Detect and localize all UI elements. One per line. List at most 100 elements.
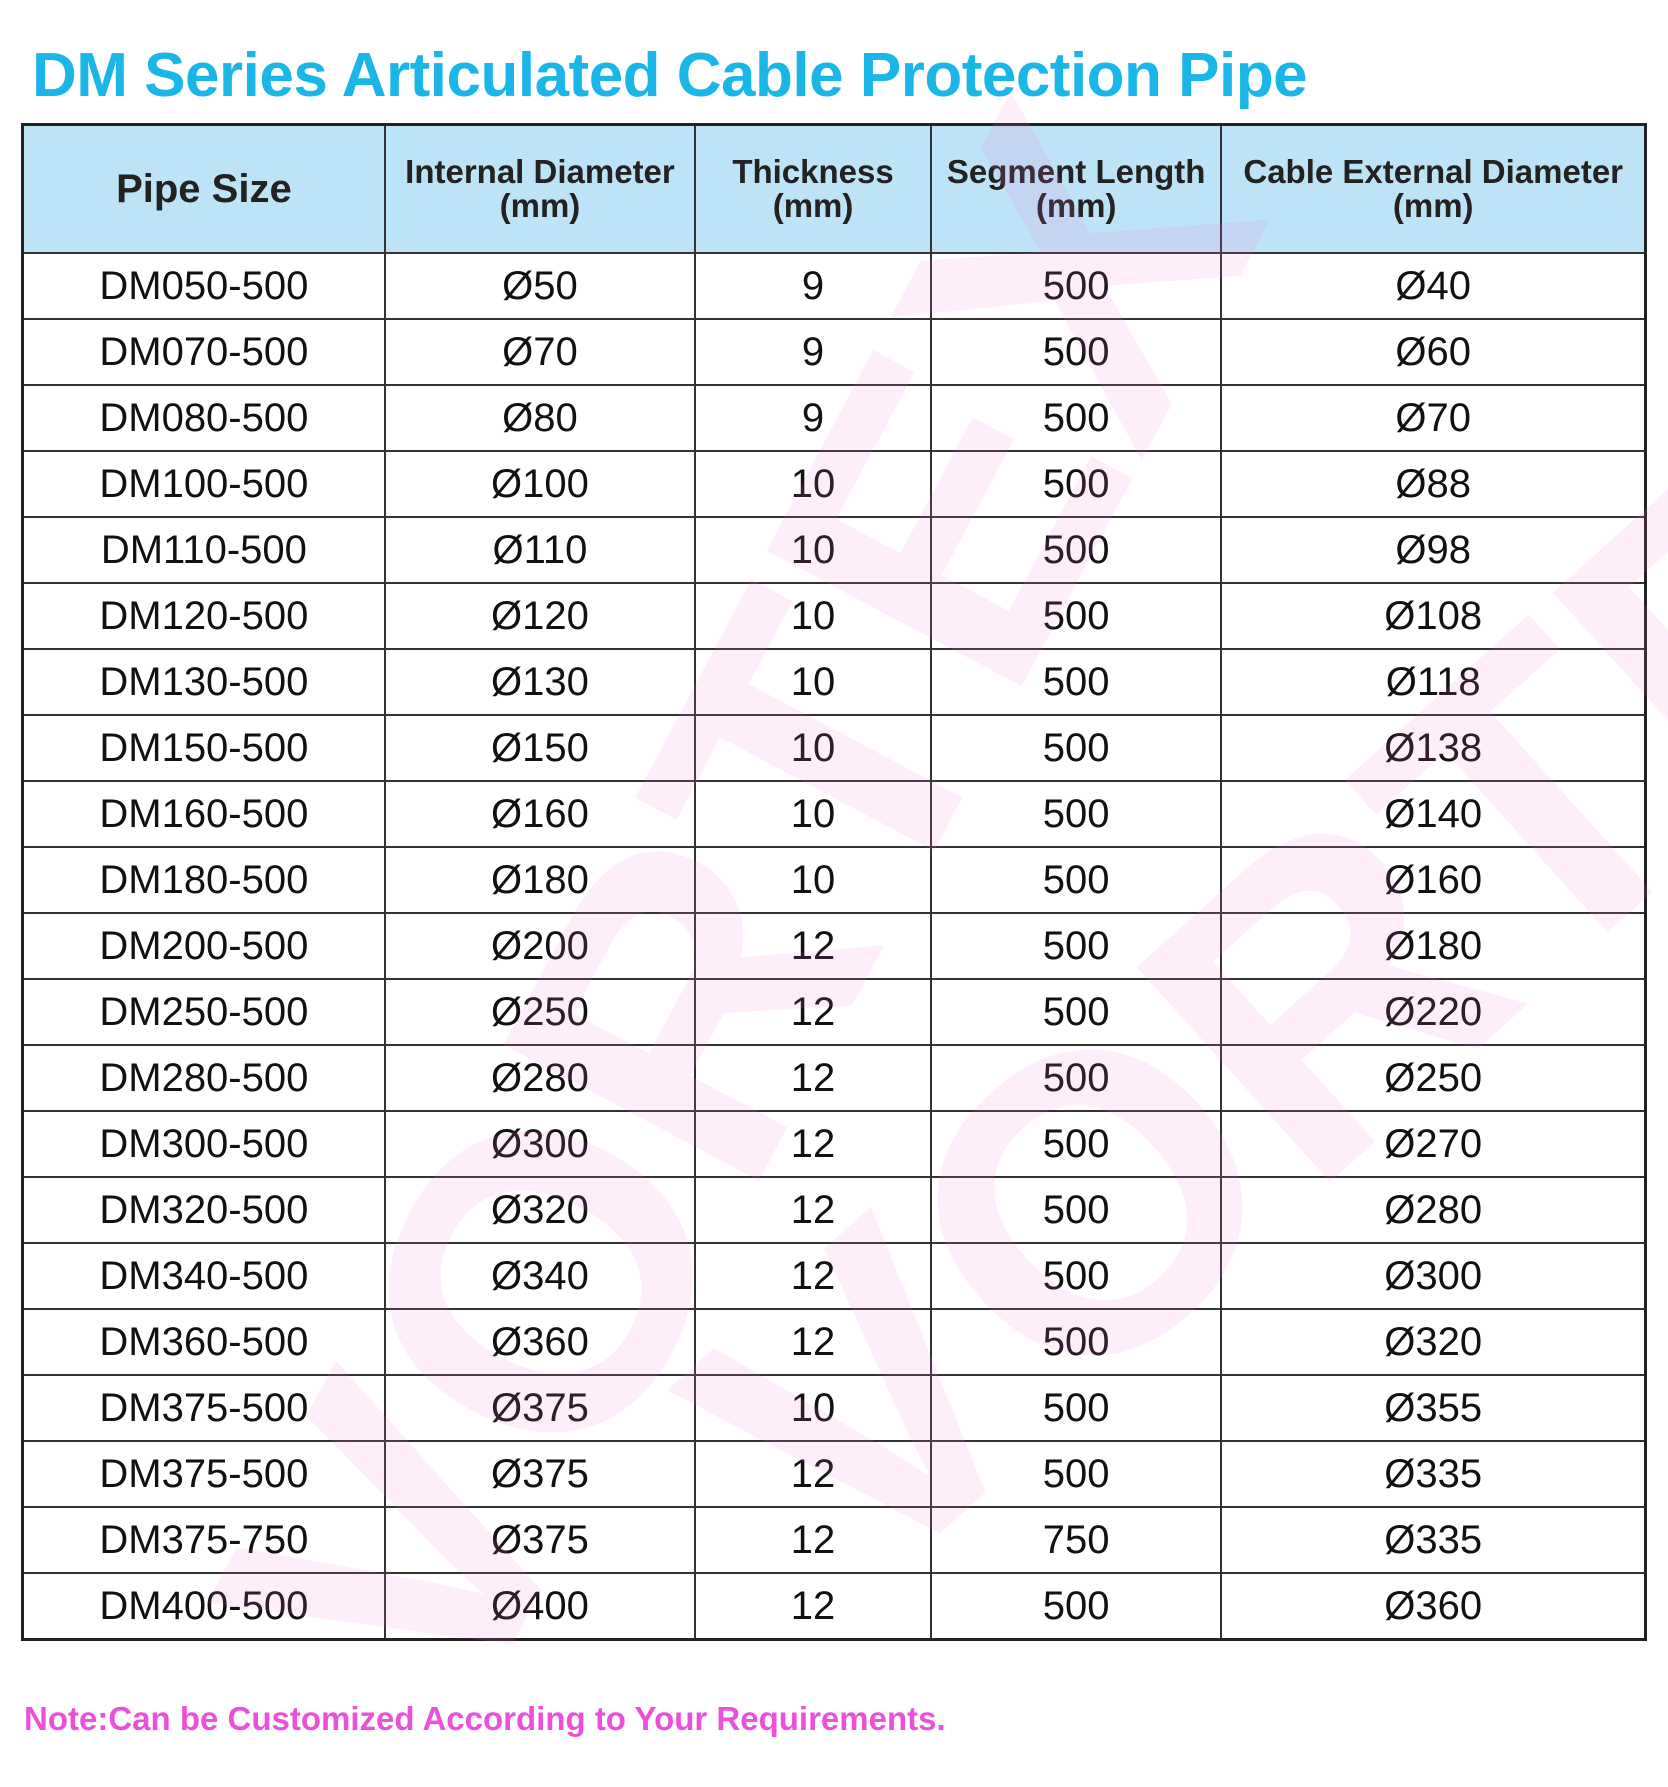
header-internal-diameter: Internal Diameter (mm) (383, 123, 697, 254)
cell-pipe-size: DM400-500 (21, 1572, 386, 1641)
cell-cable-external-diameter: Ø70 (1220, 384, 1647, 452)
cell-internal-diameter: Ø375 (383, 1506, 697, 1574)
cell-cable-external-diameter: Ø160 (1220, 846, 1647, 914)
table-row: DM050-500 Ø50 9 500 Ø40 (21, 252, 1647, 320)
cell-thickness: 10 (694, 780, 932, 848)
cell-internal-diameter: Ø180 (383, 846, 697, 914)
cell-pipe-size: DM340-500 (21, 1242, 386, 1310)
cell-cable-external-diameter: Ø88 (1220, 450, 1647, 518)
note-text: Note:Can be Customized According to Your… (24, 1700, 946, 1737)
cell-internal-diameter: Ø120 (383, 582, 697, 650)
table-row: DM070-500 Ø70 9 500 Ø60 (21, 318, 1647, 386)
table-row: DM250-500 Ø250 12 500 Ø220 (21, 978, 1647, 1046)
cell-pipe-size: DM120-500 (21, 582, 386, 650)
cell-internal-diameter: Ø160 (383, 780, 697, 848)
cell-internal-diameter: Ø200 (383, 912, 697, 980)
header-label: Pipe Size (116, 167, 292, 211)
cell-cable-external-diameter: Ø40 (1220, 252, 1647, 320)
header-label: Thickness (732, 153, 894, 190)
table-row: DM360-500 Ø360 12 500 Ø320 (21, 1308, 1647, 1376)
cell-segment-length: 500 (929, 1044, 1223, 1112)
cell-segment-length: 500 (929, 384, 1223, 452)
spec-table: Pipe Size Internal Diameter (mm) Thicknes… (21, 123, 1647, 1641)
cell-segment-length: 500 (929, 1374, 1223, 1442)
cell-pipe-size: DM160-500 (21, 780, 386, 848)
cell-thickness: 10 (694, 450, 932, 518)
cell-segment-length: 500 (929, 516, 1223, 584)
cell-pipe-size: DM200-500 (21, 912, 386, 980)
cell-internal-diameter: Ø110 (383, 516, 697, 584)
cell-thickness: 9 (694, 384, 932, 452)
cell-thickness: 10 (694, 846, 932, 914)
cell-segment-length: 500 (929, 714, 1223, 782)
cell-cable-external-diameter: Ø270 (1220, 1110, 1647, 1178)
cell-internal-diameter: Ø375 (383, 1440, 697, 1508)
cell-thickness: 9 (694, 252, 932, 320)
cell-segment-length: 750 (929, 1506, 1223, 1574)
cell-pipe-size: DM070-500 (21, 318, 386, 386)
cell-internal-diameter: Ø320 (383, 1176, 697, 1244)
cell-segment-length: 500 (929, 1308, 1223, 1376)
header-label: Segment Length (946, 153, 1206, 190)
cell-thickness: 12 (694, 1242, 932, 1310)
table-row: DM375-500 Ø375 10 500 Ø355 (21, 1374, 1647, 1442)
cell-internal-diameter: Ø375 (383, 1374, 697, 1442)
cell-pipe-size: DM375-500 (21, 1440, 386, 1508)
table-row: DM320-500 Ø320 12 500 Ø280 (21, 1176, 1647, 1244)
cell-thickness: 12 (694, 1044, 932, 1112)
cell-cable-external-diameter: Ø280 (1220, 1176, 1647, 1244)
header-cable-external-diameter: Cable External Diameter (mm) (1220, 123, 1647, 254)
cell-pipe-size: DM300-500 (21, 1110, 386, 1178)
header-unit: (mm) (499, 187, 581, 224)
cell-thickness: 12 (694, 1176, 932, 1244)
table-row: DM375-750 Ø375 12 750 Ø335 (21, 1506, 1647, 1574)
cell-thickness: 12 (694, 1308, 932, 1376)
header-unit: (mm) (1392, 187, 1474, 224)
cell-cable-external-diameter: Ø98 (1220, 516, 1647, 584)
cell-pipe-size: DM360-500 (21, 1308, 386, 1376)
cell-segment-length: 500 (929, 252, 1223, 320)
cell-cable-external-diameter: Ø140 (1220, 780, 1647, 848)
cell-pipe-size: DM080-500 (21, 384, 386, 452)
cell-thickness: 12 (694, 912, 932, 980)
cell-cable-external-diameter: Ø300 (1220, 1242, 1647, 1310)
cell-segment-length: 500 (929, 450, 1223, 518)
cell-segment-length: 500 (929, 1440, 1223, 1508)
cell-cable-external-diameter: Ø360 (1220, 1572, 1647, 1641)
cell-pipe-size: DM375-750 (21, 1506, 386, 1574)
cell-pipe-size: DM050-500 (21, 252, 386, 320)
cell-thickness: 10 (694, 582, 932, 650)
cell-thickness: 12 (694, 978, 932, 1046)
cell-thickness: 9 (694, 318, 932, 386)
cell-segment-length: 500 (929, 978, 1223, 1046)
header-unit: (mm) (772, 187, 854, 224)
cell-cable-external-diameter: Ø60 (1220, 318, 1647, 386)
cell-pipe-size: DM150-500 (21, 714, 386, 782)
cell-internal-diameter: Ø250 (383, 978, 697, 1046)
cell-cable-external-diameter: Ø108 (1220, 582, 1647, 650)
cell-thickness: 12 (694, 1572, 932, 1641)
cell-thickness: 12 (694, 1440, 932, 1508)
table-row: DM160-500 Ø160 10 500 Ø140 (21, 780, 1647, 848)
cell-thickness: 10 (694, 516, 932, 584)
table-row: DM375-500 Ø375 12 500 Ø335 (21, 1440, 1647, 1508)
table-row: DM400-500 Ø400 12 500 Ø360 (21, 1572, 1647, 1641)
header-label: Internal Diameter (405, 153, 675, 190)
cell-segment-length: 500 (929, 648, 1223, 716)
table-row: DM130-500 Ø130 10 500 Ø118 (21, 648, 1647, 716)
cell-cable-external-diameter: Ø355 (1220, 1374, 1647, 1442)
cell-segment-length: 500 (929, 1110, 1223, 1178)
header-row: Pipe Size Internal Diameter (mm) Thicknes… (21, 123, 1647, 254)
table-row: DM200-500 Ø200 12 500 Ø180 (21, 912, 1647, 980)
cell-cable-external-diameter: Ø320 (1220, 1308, 1647, 1376)
header-thickness: Thickness (mm) (694, 123, 932, 254)
cell-pipe-size: DM250-500 (21, 978, 386, 1046)
header-label: Cable External Diameter (1243, 153, 1624, 190)
cell-internal-diameter: Ø130 (383, 648, 697, 716)
cell-thickness: 10 (694, 1374, 932, 1442)
cell-segment-length: 500 (929, 1572, 1223, 1641)
cell-internal-diameter: Ø50 (383, 252, 697, 320)
cell-segment-length: 500 (929, 318, 1223, 386)
cell-internal-diameter: Ø100 (383, 450, 697, 518)
cell-internal-diameter: Ø300 (383, 1110, 697, 1178)
